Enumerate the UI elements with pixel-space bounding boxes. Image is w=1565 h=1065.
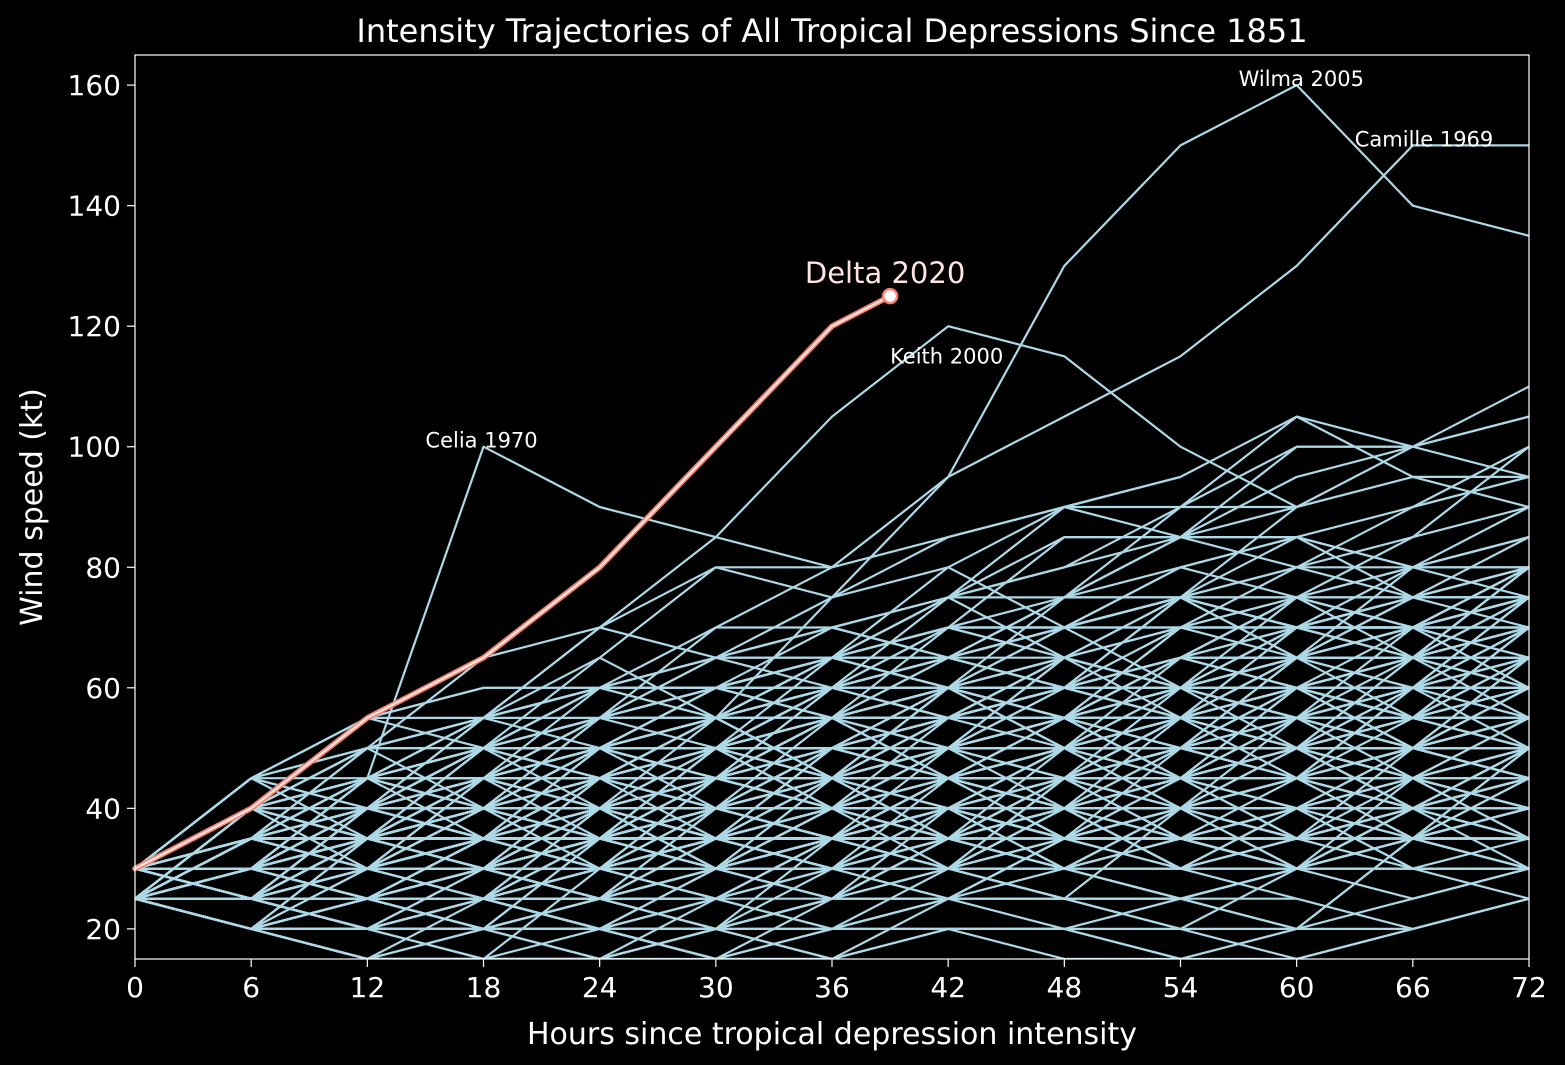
storm-annotation-label: Camille 1969 (1355, 127, 1494, 151)
y-tick-label: 20 (85, 913, 121, 946)
x-tick-label: 12 (350, 971, 386, 1004)
storm-annotation-label: Celia 1970 (425, 429, 537, 453)
labeled-trajectory-line (135, 325, 1298, 870)
y-axis-ticks: 20 40 60 80 100 120 140 160 (68, 69, 135, 946)
delta-2020-label: Delta 2020 (805, 256, 965, 290)
labeled-trajectory-line (135, 83, 1529, 900)
x-tick-label: 18 (466, 971, 502, 1004)
storm-annotation-label: Keith 2000 (890, 344, 1003, 368)
x-tick-label: 66 (1395, 971, 1431, 1004)
storm-annotations: Delta 2020 Celia 1970 Keith 2000 Wilma 2005… (425, 67, 1493, 453)
chart-title: Intensity Trajectories of All Tropical D… (356, 12, 1307, 50)
historical-trajectory-line (135, 777, 1529, 931)
y-tick-label: 60 (85, 672, 121, 705)
x-axis-ticks: 0 6 12 18 24 30 36 42 48 54 60 66 72 (126, 959, 1547, 1004)
x-tick-label: 36 (814, 971, 850, 1004)
historical-trajectory-line (135, 747, 368, 870)
x-tick-label: 60 (1279, 971, 1315, 1004)
historical-trajectory-line (135, 505, 1297, 900)
delta-2020-trajectory (132, 287, 899, 872)
x-tick-label: 24 (582, 971, 618, 1004)
y-tick-label: 160 (68, 69, 121, 102)
y-tick-label: 140 (68, 190, 121, 223)
delta-endpoint-marker (881, 287, 899, 305)
y-tick-label: 40 (85, 792, 121, 825)
x-tick-label: 72 (1511, 971, 1547, 1004)
x-tick-label: 0 (126, 971, 144, 1004)
labeled-trajectories (135, 83, 1529, 900)
y-tick-label: 80 (85, 551, 121, 584)
x-tick-label: 42 (930, 971, 966, 1004)
labeled-trajectory-line (135, 144, 1529, 900)
y-tick-label: 120 (68, 310, 121, 343)
x-tick-label: 30 (698, 971, 734, 1004)
y-axis-label: Wind speed (kt) (15, 388, 50, 626)
x-tick-label: 54 (1163, 971, 1199, 1004)
x-tick-label: 48 (1047, 971, 1083, 1004)
x-tick-label: 6 (242, 971, 260, 1004)
y-tick-label: 100 (68, 431, 121, 464)
storm-annotation-label: Wilma 2005 (1239, 67, 1364, 91)
delta-track-core (134, 295, 892, 870)
x-axis-label: Hours since tropical depression intensit… (527, 1017, 1137, 1052)
historical-trajectory-line (135, 867, 368, 900)
historical-trajectory-line (135, 716, 1529, 959)
